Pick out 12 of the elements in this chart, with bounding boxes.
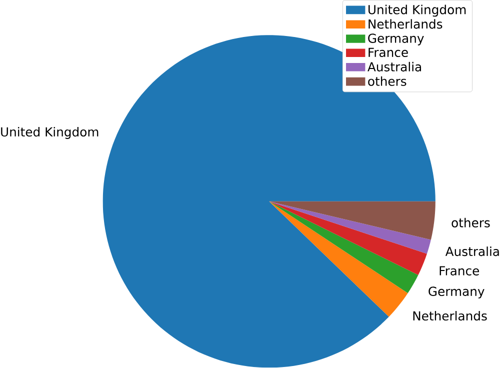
legend-label: Germany xyxy=(368,34,424,46)
slice-label: France xyxy=(440,266,480,276)
legend-label: others xyxy=(368,76,406,86)
slice-label: others xyxy=(452,218,490,228)
legend-label: France xyxy=(368,48,408,58)
slice-label: Australia xyxy=(445,246,499,256)
slice-label: United Kingdom xyxy=(1,127,98,140)
slice-label: Germany xyxy=(428,286,484,299)
slice-label: Netherlands xyxy=(413,311,487,321)
legend-label: Australia xyxy=(368,62,422,72)
legend-label: Netherlands xyxy=(368,19,442,29)
legend-label: United Kingdom xyxy=(368,4,466,17)
